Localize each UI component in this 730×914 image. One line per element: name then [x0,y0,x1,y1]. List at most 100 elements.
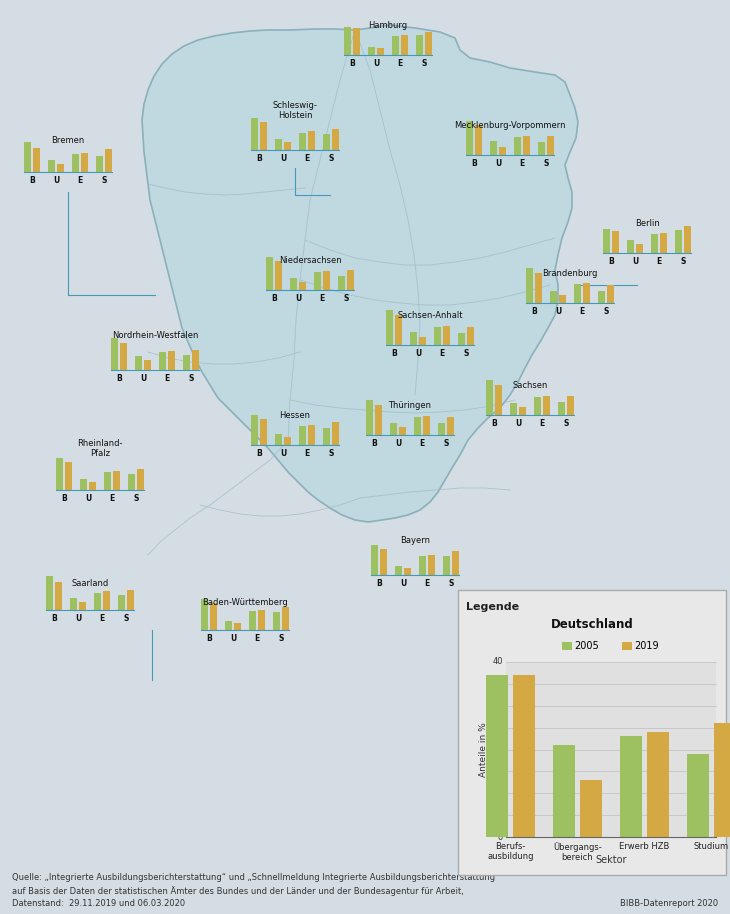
Bar [399,428,406,435]
Bar [371,545,378,575]
Bar [113,472,120,490]
Text: S: S [680,257,685,266]
Bar [538,143,545,155]
Text: Brandenburg: Brandenburg [542,269,598,278]
Bar [506,662,716,837]
Bar [65,462,72,490]
Text: Baden-Württemberg: Baden-Württemberg [202,598,288,607]
Bar [443,557,450,575]
Text: Anteile in %: Anteile in % [480,722,488,777]
Text: S: S [603,307,609,316]
Bar [338,276,345,290]
Text: U: U [280,449,286,458]
Text: S: S [343,294,349,303]
Bar [583,282,590,303]
Text: S: S [543,159,549,168]
Bar [96,156,103,172]
Bar [622,642,632,650]
Text: B: B [471,159,477,168]
Bar [580,781,602,837]
Bar [201,599,208,630]
Bar [260,419,267,445]
Bar [192,350,199,370]
Bar [386,310,393,345]
Bar [104,473,111,490]
Bar [234,623,241,630]
Text: U: U [53,176,59,185]
Bar [534,398,541,415]
Text: Legende: Legende [466,602,519,612]
Text: U: U [280,154,286,163]
Text: B: B [391,349,397,358]
Text: U: U [85,494,91,503]
Bar [416,35,423,55]
Bar [714,723,730,837]
Bar [414,418,421,435]
Text: E: E [304,154,310,163]
Bar [404,569,411,575]
Bar [558,402,565,415]
Bar [81,154,88,172]
Bar [118,595,125,610]
Text: 40: 40 [493,657,503,666]
Text: 25: 25 [493,723,503,732]
Bar [660,233,667,253]
Text: E: E [304,449,310,458]
Bar [55,582,62,610]
Text: U: U [230,634,236,643]
Text: B: B [51,614,57,623]
Text: E: E [419,439,425,448]
Bar [275,261,282,290]
FancyBboxPatch shape [458,590,726,875]
Bar [251,415,258,445]
Bar [80,479,87,490]
Bar [475,124,482,155]
Bar [299,133,306,150]
Text: 30: 30 [492,701,503,710]
Text: E: E [580,307,585,316]
Bar [627,240,634,253]
Bar [574,284,581,303]
Text: B: B [531,307,537,316]
Text: Datenstand:  29.11.2019 und 06.03.2020: Datenstand: 29.11.2019 und 06.03.2020 [12,899,185,908]
Bar [210,603,217,630]
Bar [48,160,55,172]
Bar [410,333,417,345]
Text: B: B [206,634,212,643]
Bar [144,360,151,370]
Bar [135,356,142,370]
Bar [72,154,79,172]
Bar [275,434,282,445]
Text: U: U [373,59,379,68]
Bar [562,642,572,650]
Bar [401,35,408,55]
Text: Mecklenburg-Vorpommern: Mecklenburg-Vorpommern [454,121,566,130]
Bar [684,226,691,253]
Bar [282,607,289,630]
Text: 10: 10 [493,789,503,798]
Text: Quelle: „Integrierte Ausbildungsberichterstattung“ und „Schnellmeldung Integrier: Quelle: „Integrierte Ausbildungsberichte… [12,873,499,882]
Bar [486,380,493,415]
Text: E: E [99,614,104,623]
Text: auf Basis der Daten der statistischen Ämter des Bundes und der Länder und der Bu: auf Basis der Daten der statistischen Äm… [12,886,464,896]
Bar [332,422,339,445]
Text: U: U [75,614,81,623]
Bar [543,396,550,415]
Text: 2005: 2005 [574,641,599,651]
Bar [225,621,232,630]
Bar [103,591,110,610]
Text: 20: 20 [493,745,503,754]
Text: S: S [328,449,334,458]
Text: Erwerb HZB: Erwerb HZB [619,842,669,851]
Text: 15: 15 [493,767,503,776]
Bar [466,122,473,155]
Bar [284,142,291,150]
Text: S: S [564,419,569,428]
Text: Rheinland-
Pfalz: Rheinland- Pfalz [77,439,123,458]
Bar [490,142,497,155]
Text: B: B [271,294,277,303]
Text: B: B [29,176,35,185]
Bar [547,136,554,155]
Text: U: U [295,294,301,303]
Text: B: B [61,494,67,503]
